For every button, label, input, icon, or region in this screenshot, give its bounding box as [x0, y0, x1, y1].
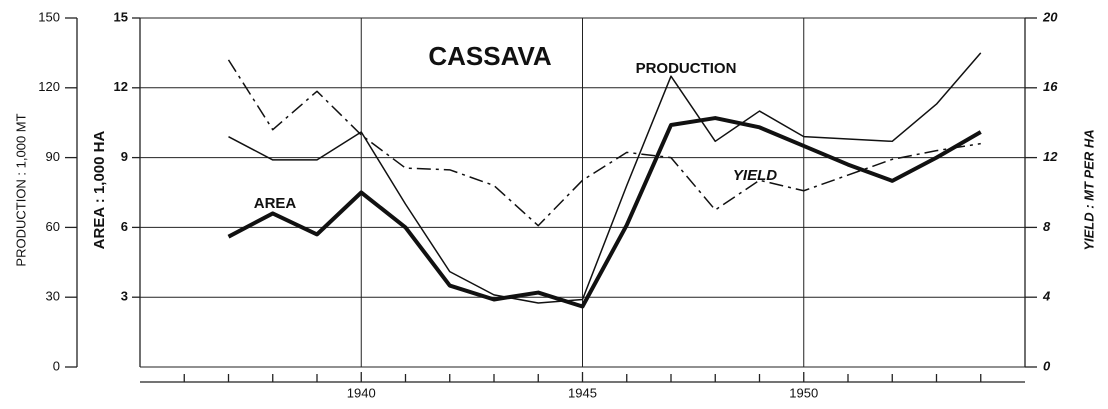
y2-tick-label: 15	[114, 9, 128, 24]
y3-tick-label: 4	[1042, 289, 1051, 304]
series-label: PRODUCTION	[636, 60, 737, 77]
y-tick-label: 30	[46, 289, 60, 304]
series-line	[227, 59, 981, 227]
y-axis-title: PRODUCTION : 1,000 MT	[13, 113, 28, 266]
y3-tick-label: 0	[1043, 358, 1051, 373]
y3-axis-title: YIELD : MT PER HA	[1081, 129, 1096, 250]
chart-title: CASSAVA	[428, 41, 551, 71]
series-label: AREA	[254, 195, 297, 212]
y3-tick-label: 16	[1043, 79, 1058, 94]
x-tick-label: 1945	[568, 385, 597, 400]
y2-axis-title: AREA : 1,000 HA	[91, 131, 108, 250]
series-line	[228, 52, 982, 304]
y-tick-label: 120	[38, 79, 60, 94]
y-tick-label: 60	[46, 219, 60, 234]
y-tick-label: 90	[46, 149, 60, 164]
y3-tick-label: 8	[1043, 219, 1051, 234]
series-label: YIELD	[733, 167, 777, 184]
y2-tick-label: 3	[121, 289, 128, 304]
y2-tick-label: 9	[121, 149, 128, 164]
y3-tick-label: 20	[1042, 9, 1058, 24]
y2-tick-label: 6	[121, 219, 128, 234]
x-tick-label: 1950	[789, 385, 818, 400]
y2-tick-label: 12	[114, 79, 128, 94]
y3-tick-label: 12	[1043, 149, 1058, 164]
y-tick-label: 150	[38, 9, 60, 24]
y-tick-label: 0	[53, 358, 60, 373]
series-line	[227, 116, 982, 309]
x-tick-label: 1940	[347, 385, 376, 400]
